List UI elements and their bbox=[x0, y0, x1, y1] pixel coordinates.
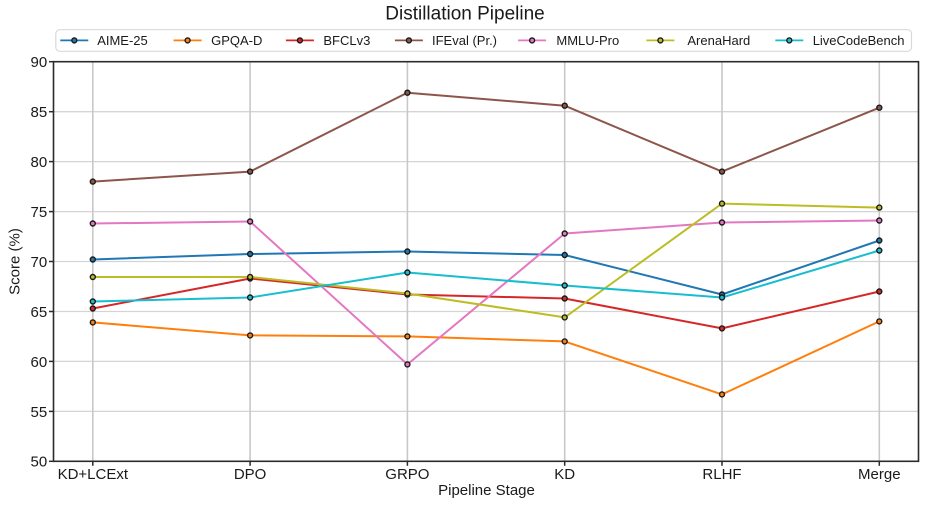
svg-text:KD+LCExt: KD+LCExt bbox=[58, 466, 129, 483]
svg-text:85: 85 bbox=[31, 104, 48, 121]
svg-text:80: 80 bbox=[31, 154, 48, 171]
svg-text:ArenaHard: ArenaHard bbox=[687, 33, 750, 48]
svg-text:55: 55 bbox=[31, 404, 48, 421]
svg-text:60: 60 bbox=[31, 354, 48, 371]
svg-text:MMLU-Pro: MMLU-Pro bbox=[556, 33, 619, 48]
svg-text:90: 90 bbox=[31, 54, 48, 71]
svg-text:RLHF: RLHF bbox=[702, 466, 741, 483]
svg-text:50: 50 bbox=[31, 454, 48, 471]
svg-text:Pipeline Stage: Pipeline Stage bbox=[438, 482, 535, 499]
svg-text:KD: KD bbox=[554, 466, 575, 483]
svg-text:BFCLv3: BFCLv3 bbox=[323, 33, 370, 48]
svg-text:Distillation Pipeline: Distillation Pipeline bbox=[385, 4, 544, 25]
svg-text:LiveCodeBench: LiveCodeBench bbox=[813, 33, 905, 48]
svg-text:Merge: Merge bbox=[858, 466, 901, 483]
svg-text:Score (%): Score (%) bbox=[7, 228, 24, 295]
svg-text:DPO: DPO bbox=[234, 466, 267, 483]
svg-text:AIME-25: AIME-25 bbox=[97, 33, 148, 48]
svg-text:GRPO: GRPO bbox=[385, 466, 429, 483]
svg-text:65: 65 bbox=[31, 304, 48, 321]
svg-text:GPQA-D: GPQA-D bbox=[211, 33, 262, 48]
svg-text:75: 75 bbox=[31, 204, 48, 221]
svg-text:70: 70 bbox=[31, 254, 48, 271]
svg-text:IFEval (Pr.): IFEval (Pr.) bbox=[432, 33, 497, 48]
